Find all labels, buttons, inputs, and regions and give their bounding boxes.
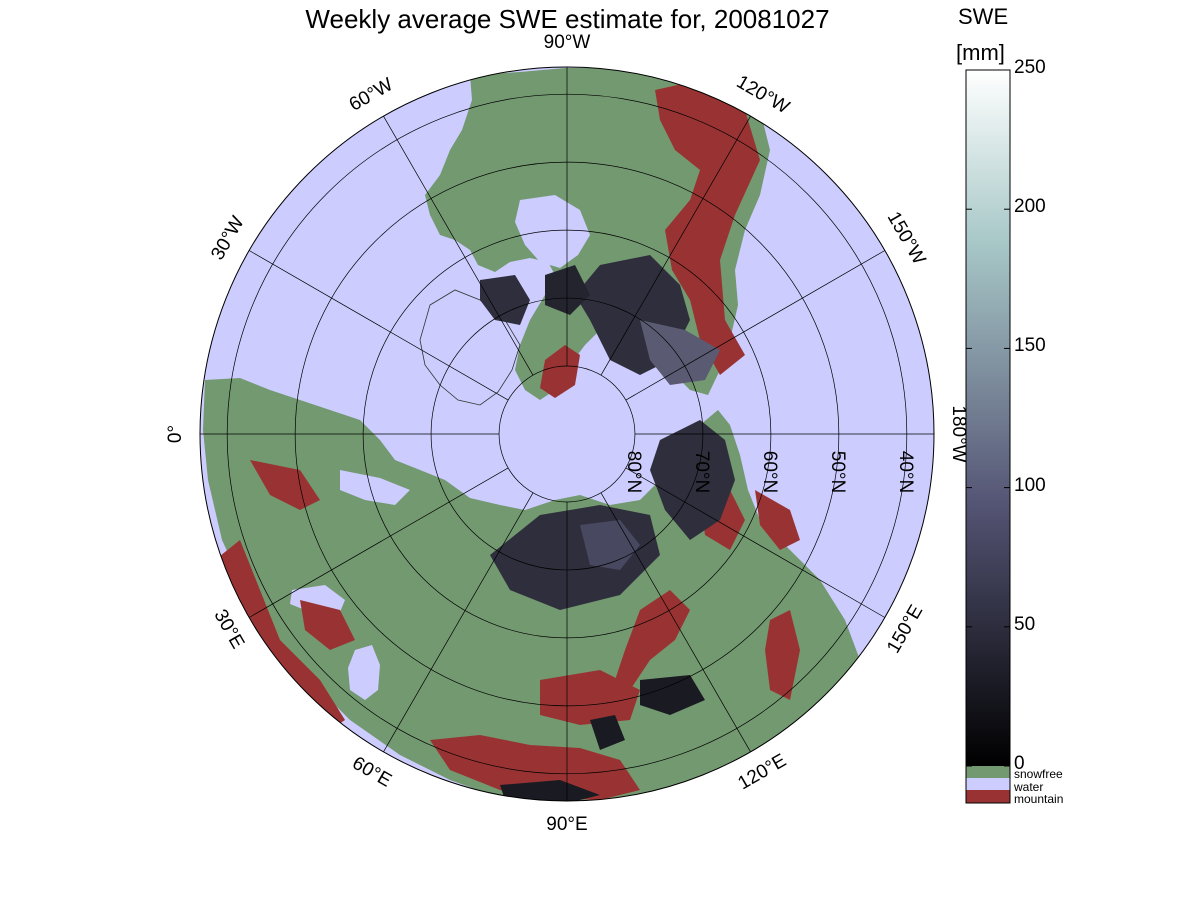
colorbar-tick-label: 150 [1014,335,1046,357]
colorbar-tick-label: 250 [1014,57,1046,78]
meridian-label: 60°E [349,753,395,792]
colorbar-swatch-water [966,778,1010,790]
graticule [200,67,934,801]
meridian-label: 90°W [544,32,591,53]
legend-label-water: water [1014,780,1044,794]
inland-sea [348,645,380,700]
legend-label-snowfree: snowfree [1014,767,1063,781]
mountain-regions [215,80,800,800]
parallel-label: 60°N [759,451,780,493]
meridian-label: 150°E [883,601,927,657]
parallel-label: 70°N [691,451,712,493]
parallel-label: 40°N [895,451,916,493]
colorbar-tick-label: 100 [1014,474,1046,496]
meridian-line [248,250,509,401]
meridian-label: 30°W [207,213,249,264]
colorbar-swatch-mountain [966,790,1010,803]
colorbar-tick-label: 200 [1014,196,1046,218]
colorbar-gradient [966,70,1010,766]
legend-label-mountain: mountain [1014,792,1064,806]
parallel-label: 50°N [827,451,848,493]
meridian-line [383,492,534,753]
meridian-label: 90°E [546,814,587,835]
colorbar-tick-label: 0 [1014,753,1025,774]
baltic-sea [340,470,410,505]
map-title: Weekly average SWE estimate for, 2008102… [305,4,830,34]
map-boundary [199,66,935,802]
colorbar [965,69,1011,804]
meridian-line [248,467,509,618]
meridian-line [383,115,534,376]
meridian-label: 120°E [735,750,791,794]
meridian-label: 30°E [209,606,248,652]
meridian-label: 0° [165,425,186,443]
colorbar-swatch-snowfree [966,766,1010,778]
meridian-label: 60°W [346,74,397,116]
colorbar-label-units: [mm] [956,40,1005,65]
colorbar-label-swe: SWE [958,4,1009,29]
hudson-bay [515,195,590,268]
meridian-line [600,115,751,376]
colorbar-frame [965,69,1011,804]
colorbar-tick-label: 50 [1014,613,1036,635]
parallel-label: 80°N [623,451,644,493]
meridian-label: 180°W [948,405,969,462]
meridian-line [625,250,886,401]
meridian-line [625,467,886,618]
meridian-line [600,492,751,753]
